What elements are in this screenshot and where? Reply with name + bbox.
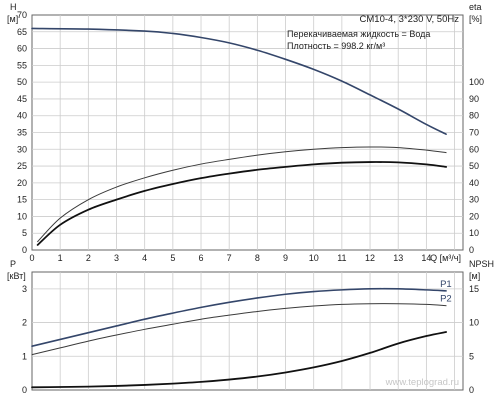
- right-tick-label: 60: [469, 144, 479, 154]
- left-tick-label: 65: [17, 27, 27, 37]
- right-tick-label: 5: [469, 351, 474, 361]
- right-tick-label: 40: [469, 178, 479, 188]
- x-tick-label: 0: [29, 253, 34, 263]
- right-axis-unit: [%]: [469, 14, 482, 24]
- x-tick-label: 13: [393, 253, 403, 263]
- chart-title: CM10-4, 3*230 V, 50Hz: [360, 14, 460, 25]
- x-tick-label: 2: [86, 253, 91, 263]
- x-tick-label: 6: [199, 253, 204, 263]
- x-tick-label: 5: [170, 253, 175, 263]
- right-tick-label: 10: [469, 228, 479, 238]
- left-tick-label: 15: [17, 195, 27, 205]
- right-tick-label: 30: [469, 195, 479, 205]
- x-tick-label: 3: [114, 253, 119, 263]
- chart-annotation: Перекачиваемая жидкость = Вода: [287, 29, 430, 39]
- left-tick-label: 40: [17, 111, 27, 121]
- right-axis-label: NPSH: [469, 259, 494, 269]
- series-line-0-1: [37, 146, 447, 243]
- left-tick-label: 3: [22, 284, 27, 294]
- series-line-1-2: [31, 331, 447, 389]
- right-tick-label: 50: [469, 161, 479, 171]
- left-axis-unit: [кВт]: [7, 271, 26, 281]
- left-tick-label: 50: [17, 77, 27, 87]
- left-tick-label: 70: [17, 10, 27, 20]
- left-tick-label: 35: [17, 128, 27, 138]
- series-label: P1: [440, 279, 452, 290]
- left-tick-label: 0: [22, 245, 27, 255]
- x-tick-label: 4: [142, 253, 147, 263]
- left-axis-label: H: [10, 2, 17, 12]
- right-tick-label: 0: [469, 245, 474, 255]
- left-tick-label: 30: [17, 144, 27, 154]
- x-tick-label: 11: [337, 253, 346, 263]
- right-tick-label: 70: [469, 128, 479, 138]
- x-axis-label: Q [м³/ч]: [430, 253, 461, 263]
- left-tick-label: 0: [22, 385, 27, 395]
- left-tick-label: 25: [17, 161, 27, 171]
- left-tick-label: 60: [17, 44, 27, 54]
- series-label: P2: [440, 294, 452, 305]
- series-line-1-0: [31, 287, 447, 347]
- chart-annotation: Плотность = 998.2 кг/м³: [287, 41, 385, 51]
- x-tick-label: 8: [255, 253, 260, 263]
- x-tick-label: 9: [283, 253, 288, 263]
- series-line-1-1: [31, 303, 447, 356]
- right-axis-unit: [м]: [469, 271, 480, 281]
- right-tick-label: 20: [469, 211, 479, 221]
- x-tick-label: 14: [421, 253, 431, 263]
- series-line-0-0: [31, 27, 447, 135]
- left-tick-label: 20: [17, 178, 27, 188]
- right-tick-label: 0: [469, 385, 474, 395]
- left-tick-label: 10: [17, 211, 27, 221]
- right-tick-label: 15: [469, 284, 479, 294]
- right-tick-label: 80: [469, 111, 479, 121]
- x-tick-label: 7: [227, 253, 232, 263]
- x-tick-label: 1: [58, 253, 63, 263]
- watermark-text: www.teplograd.ru: [385, 377, 459, 388]
- right-tick-label: 90: [469, 94, 479, 104]
- left-axis-label: P: [10, 259, 16, 269]
- left-tick-label: 2: [22, 318, 27, 328]
- series-line-0-2: [36, 161, 447, 246]
- left-axis-unit: [м]: [7, 14, 18, 24]
- left-tick-label: 45: [17, 94, 27, 104]
- x-tick-label: 10: [309, 253, 319, 263]
- right-tick-label: 100: [469, 77, 484, 87]
- right-tick-label: 10: [469, 318, 479, 328]
- left-tick-label: 1: [22, 351, 27, 361]
- left-tick-label: 5: [22, 228, 27, 238]
- left-tick-label: 55: [17, 60, 27, 70]
- right-axis-label: eta: [469, 2, 482, 12]
- plot-frame-1: [31, 271, 464, 391]
- x-tick-label: 12: [365, 253, 375, 263]
